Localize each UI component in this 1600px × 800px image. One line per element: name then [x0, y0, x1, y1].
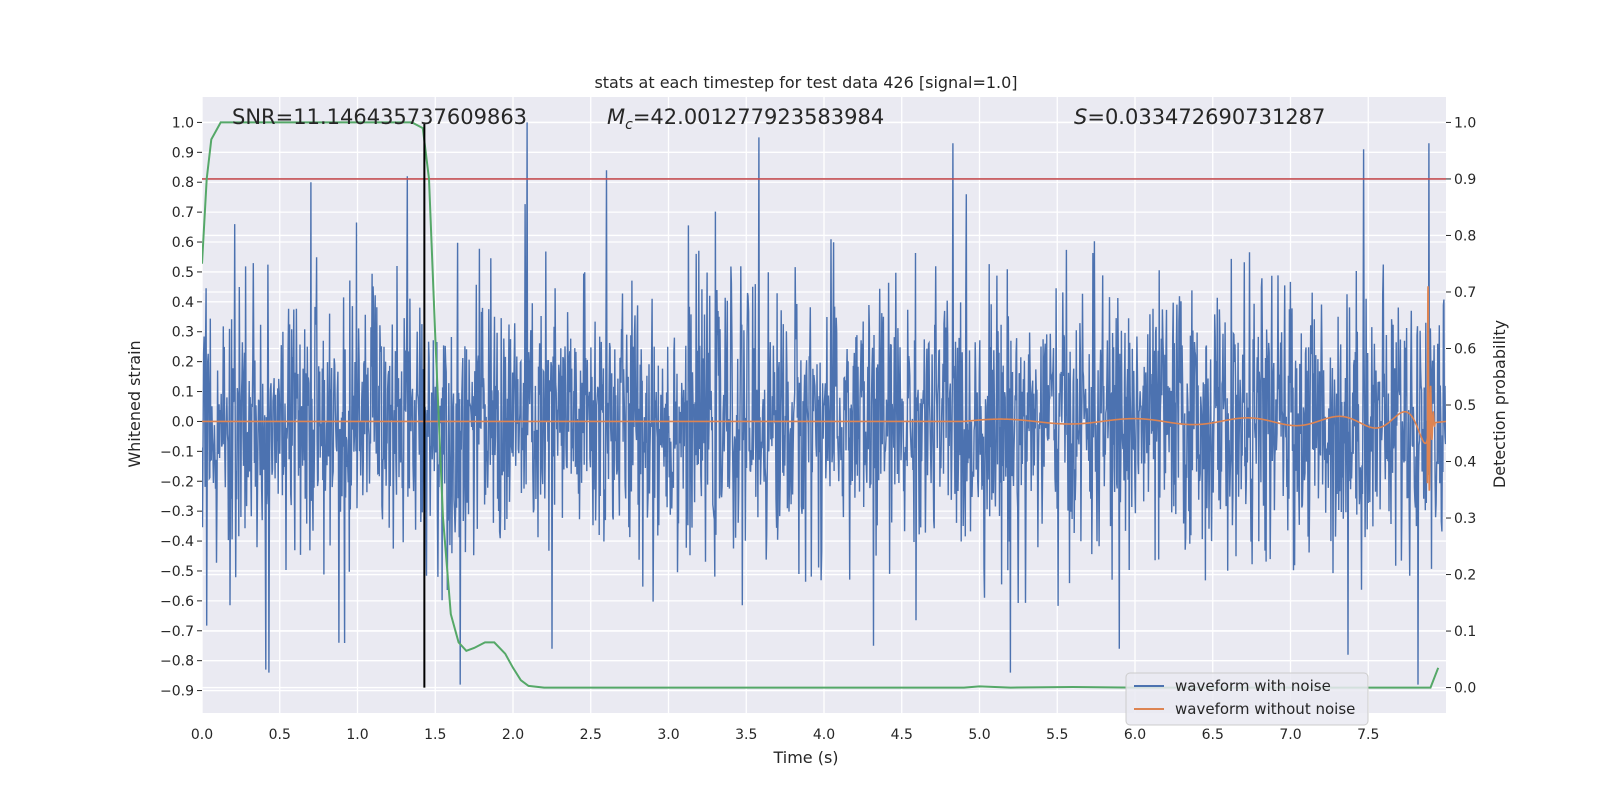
y2-tick-label: 0.2 — [1454, 568, 1476, 584]
y-tick-label: 1.0 — [172, 115, 194, 131]
x-tick-label: 5.5 — [1046, 727, 1068, 743]
x-tick-label: 2.5 — [580, 727, 602, 743]
y2-tick-label: 0.0 — [1454, 681, 1476, 697]
noise-waveform-line — [202, 122, 1446, 685]
probability-line — [202, 121, 1440, 689]
y-tick-label: −0.1 — [160, 444, 194, 460]
y-tick-label: −0.9 — [160, 684, 194, 700]
y-tick-label: 0.8 — [172, 175, 194, 191]
x-tick-label: 3.0 — [657, 727, 679, 743]
legend-label-signal: waveform without noise — [1175, 700, 1355, 718]
y2-tick-label: 0.1 — [1454, 624, 1476, 640]
chirp-mass-symbol: M — [607, 105, 625, 129]
x-tick-label: 1.5 — [424, 727, 446, 743]
y-axis-label: Whitened strain — [125, 340, 144, 467]
x-tick-label: 6.5 — [1202, 727, 1224, 743]
y-tick-label: −0.2 — [160, 474, 194, 490]
y-axis-ticks: 1.0 0.9 0.8 0.7 0.6 0.5 0.4 0.3 0.2 0.1 0.0 −0.1 −0.… — [160, 115, 202, 700]
y2-tick-label: 0.5 — [1454, 398, 1476, 414]
x-tick-label: 6.0 — [1124, 727, 1146, 743]
y2-tick-label: 1.0 — [1454, 115, 1476, 131]
y-tick-label: −0.4 — [160, 534, 194, 550]
score-value: =0.033472690731287 — [1087, 105, 1325, 129]
x-tick-label: 1.0 — [346, 727, 368, 743]
y2-axis-ticks: 1.0 0.9 0.8 0.7 0.6 0.5 0.4 0.3 0.2 0.1 0.0 — [1446, 115, 1476, 697]
y2-axis-label: Detection probability — [1490, 320, 1509, 488]
x-tick-label: 5.0 — [968, 727, 990, 743]
y-tick-label: 0.4 — [172, 295, 194, 311]
x-tick-label: 2.0 — [502, 727, 524, 743]
x-tick-label: 0.0 — [191, 727, 213, 743]
legend: waveform with noise waveform without noi… — [1125, 672, 1369, 726]
y-tick-label: 0.2 — [172, 355, 194, 371]
y-tick-label: −0.7 — [160, 624, 194, 640]
x-tick-label: 3.5 — [735, 727, 757, 743]
plot-series — [202, 121, 1446, 689]
y-tick-label: −0.5 — [160, 564, 194, 580]
y-tick-label: 0.5 — [172, 265, 194, 281]
signal-waveform-line — [202, 286, 1446, 491]
x-tick-label: 4.0 — [813, 727, 835, 743]
y-tick-label: 0.0 — [172, 414, 194, 430]
x-axis-ticks: 0.0 0.5 1.0 1.5 2.0 2.5 3.0 3.5 4.0 4.5 5.0 5.5 6.0 6… — [191, 727, 1380, 743]
x-tick-label: 7.0 — [1279, 727, 1301, 743]
chirp-mass-annotation: Mc=42.001277923583984 — [607, 105, 884, 133]
y2-tick-label: 0.9 — [1454, 172, 1476, 188]
legend-label-noise: waveform with noise — [1175, 677, 1331, 695]
y-tick-label: 0.7 — [172, 205, 194, 221]
y-tick-label: 0.9 — [172, 145, 194, 161]
score-annotation: S=0.033472690731287 — [1074, 105, 1325, 129]
y-tick-label: 0.6 — [172, 235, 194, 251]
x-tick-label: 4.5 — [891, 727, 913, 743]
y2-tick-label: 0.4 — [1454, 455, 1476, 471]
x-axis-label: Time (s) — [772, 748, 838, 767]
x-tick-label: 0.5 — [269, 727, 291, 743]
y2-tick-label: 0.6 — [1454, 341, 1476, 357]
legend-box — [1125, 672, 1369, 726]
y-tick-label: −0.3 — [160, 504, 194, 520]
y-tick-label: −0.8 — [160, 654, 194, 670]
chart-title: stats at each timestep for test data 426… — [594, 73, 1017, 92]
y-tick-label: 0.1 — [172, 385, 194, 401]
snr-annotation: SNR=11.146435737609863 — [232, 105, 527, 129]
chirp-mass-value: =42.001277923583984 — [633, 105, 884, 129]
y-tick-label: 0.3 — [172, 325, 194, 341]
y-tick-label: −0.6 — [160, 594, 194, 610]
y2-tick-label: 0.7 — [1454, 285, 1476, 301]
x-tick-label: 7.5 — [1357, 727, 1379, 743]
chirp-mass-subscript: c — [625, 117, 633, 133]
score-symbol: S — [1074, 105, 1087, 129]
y2-tick-label: 0.8 — [1454, 228, 1476, 244]
y2-tick-label: 0.3 — [1454, 511, 1476, 527]
